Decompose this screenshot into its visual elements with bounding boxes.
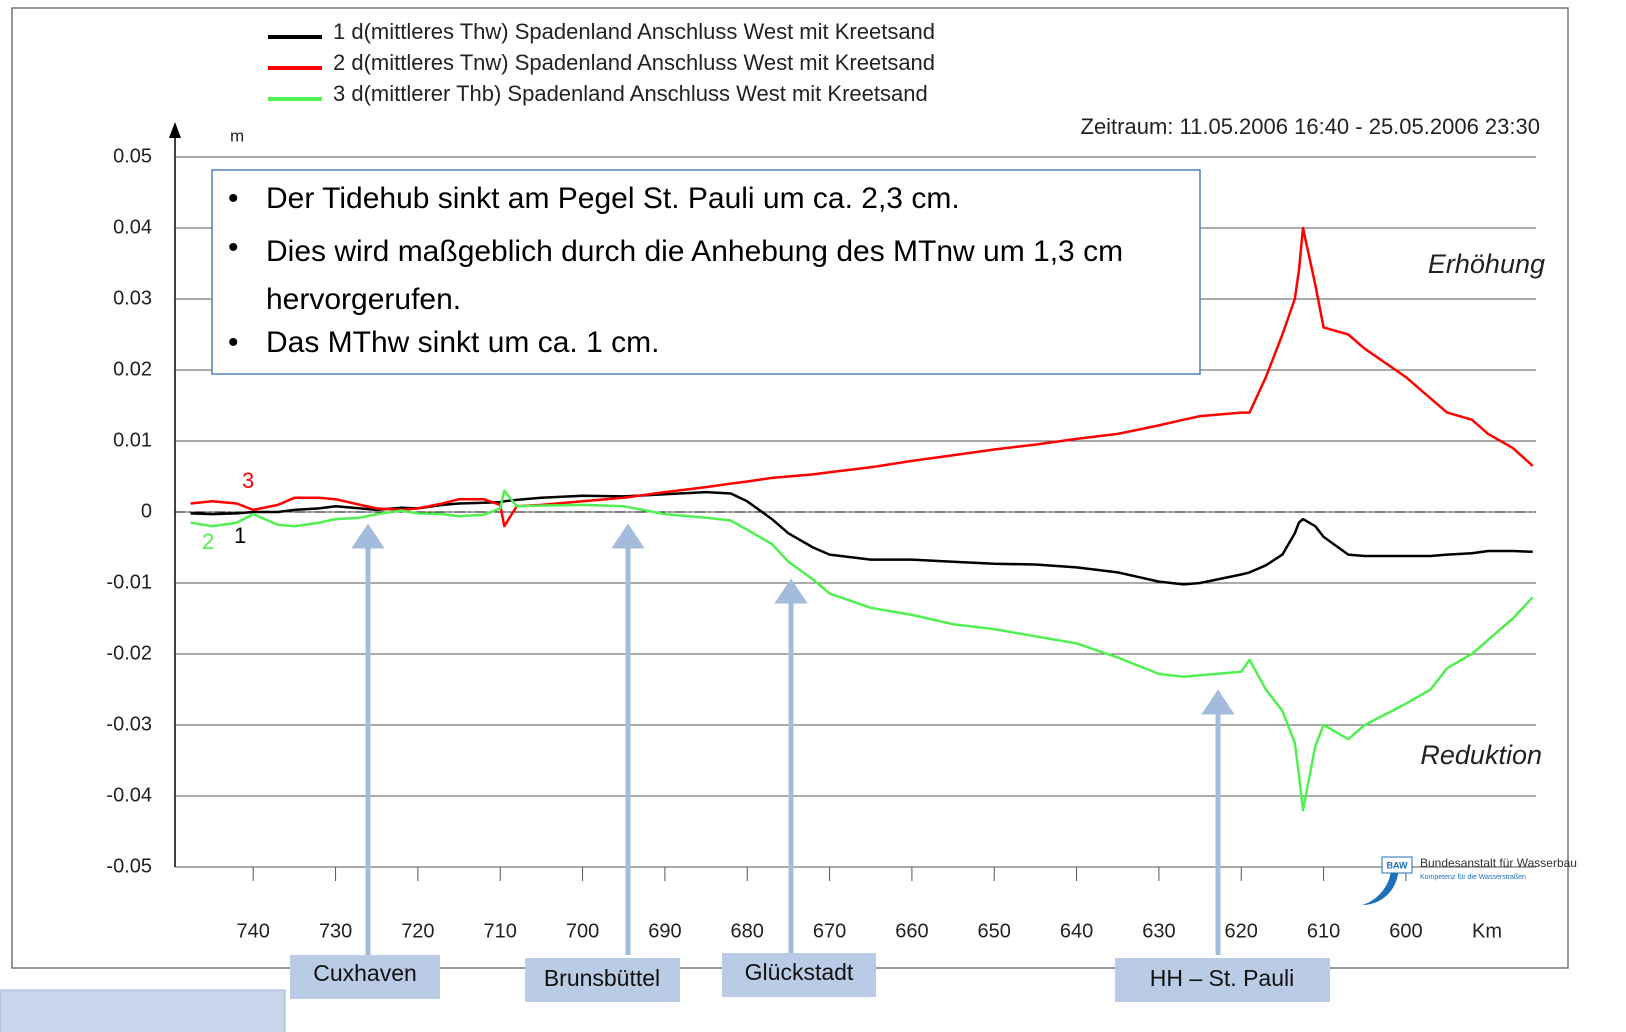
x-tick-label: 740 — [237, 920, 270, 942]
logo-abbr: BAW — [1387, 860, 1409, 870]
logo-box — [1381, 856, 1413, 874]
x-tick-label: 670 — [813, 920, 846, 942]
legend-label: 3 d(mittlerer Thb) Spadenland Anschluss … — [333, 81, 928, 106]
station-arrows — [351, 523, 1235, 955]
bullet-text: Das MThw sinkt um ca. 1 cm. — [266, 326, 659, 359]
y-tick-label: 0.02 — [113, 358, 152, 380]
y-tick-label: 0.03 — [113, 287, 152, 309]
bullet-dot: • — [228, 326, 239, 359]
x-tick-label: 710 — [484, 920, 517, 942]
x-tick-label: 660 — [895, 920, 928, 942]
zone-label: Reduktion — [1420, 740, 1542, 770]
arrow-head — [351, 523, 385, 549]
x-tick-label: 630 — [1142, 920, 1175, 942]
y-tick-label: -0.05 — [106, 855, 152, 877]
arrow-head — [774, 578, 808, 604]
curve-label: 3 — [242, 468, 254, 493]
x-tick-label: 640 — [1060, 920, 1093, 942]
bullet-text: Dies wird maßgeblich durch die Anhebung … — [266, 235, 1124, 316]
y-axis-arrow — [169, 122, 181, 138]
station-box — [1115, 958, 1330, 1002]
station-label: Cuxhaven — [313, 960, 417, 986]
x-tick-label: 690 — [648, 920, 681, 942]
x-tick-label: 600 — [1389, 920, 1422, 942]
x-tick-label: 680 — [731, 920, 764, 942]
legend-label: 1 d(mittleres Thw) Spadenland Anschluss … — [333, 19, 935, 44]
x-tick-label: 700 — [566, 920, 599, 942]
series-line — [190, 226, 1534, 528]
x-tick-label: 730 — [319, 920, 352, 942]
station-box — [722, 953, 876, 997]
period: Zeitraum: 11.05.2006 16:40 - 25.05.2006 … — [1081, 114, 1541, 139]
y-tick-label: 0.05 — [113, 145, 152, 167]
bullet-wrap: Dies wird maßgeblich durch die Anhebung … — [266, 235, 1124, 316]
y-tick-label: 0.01 — [113, 429, 152, 451]
bullet-dot: • — [228, 182, 239, 215]
curve-label: 2 — [202, 529, 214, 554]
x-tick-label: 720 — [401, 920, 434, 942]
bullet-text: Der Tidehub sinkt am Pegel St. Pauli um … — [266, 182, 960, 215]
y-tick-label: -0.01 — [106, 571, 152, 593]
x-tick-label: 650 — [978, 920, 1011, 942]
arrow-head — [1201, 689, 1235, 715]
logo-name: Bundesanstalt für Wasserbau — [1420, 856, 1577, 870]
y-tick-label: -0.03 — [106, 713, 152, 735]
y-tick-label: 0 — [141, 500, 152, 522]
station-box — [290, 955, 440, 999]
zone-label: Erhöhung — [1428, 249, 1545, 279]
y-unit: m — [230, 126, 244, 145]
x-tick-label: 610 — [1307, 920, 1340, 942]
station-box — [525, 958, 680, 1002]
bullet-dot: • — [228, 231, 239, 264]
logo: BAW Bundesanstalt für Wasserbau Kompeten… — [1362, 856, 1577, 905]
series-line — [190, 489, 1534, 812]
y-tick-label: 0.04 — [113, 216, 152, 238]
arrow-head — [611, 523, 645, 549]
y-tick-label: -0.04 — [106, 784, 152, 806]
x-unit: Km — [1472, 920, 1502, 942]
y-tick-label: -0.02 — [106, 642, 152, 664]
logo-tagline: Kompetenz für die Wasserstraßen — [1420, 874, 1526, 881]
x-tick-label: 620 — [1225, 920, 1258, 942]
station-label: Brunsbüttel — [544, 965, 660, 991]
legend-label: 2 d(mittleres Tnw) Spadenland Anschluss … — [333, 50, 935, 75]
corner-box — [0, 989, 286, 1032]
curve-label: 1 — [234, 523, 246, 548]
note-box — [211, 169, 1201, 375]
station-label: HH – St. Pauli — [1150, 965, 1294, 991]
station-label: Glückstadt — [745, 959, 854, 985]
